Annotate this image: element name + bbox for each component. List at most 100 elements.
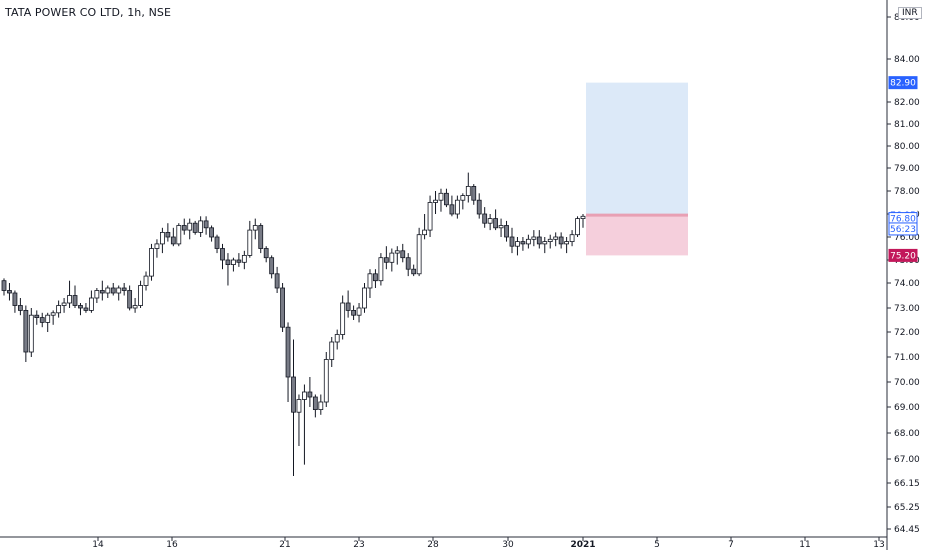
candle-body [356,307,362,316]
candle-body [247,229,253,256]
candle [187,218,193,240]
candle [564,237,570,254]
candle-body [198,220,204,233]
candle [263,246,269,263]
candle-body [520,241,526,245]
candle [531,230,537,247]
candle [515,237,520,256]
candle [449,195,455,217]
y-tick-label: 79.00 [894,164,920,174]
x-tick-label: 30 [502,540,514,550]
candle [198,216,204,237]
candle [405,253,411,277]
candle-body [345,302,351,311]
candle [504,220,509,242]
candle-body [263,248,269,259]
stop-zone[interactable] [586,215,688,256]
price-label-text: 76.80 [890,215,916,225]
candle-body [340,302,346,335]
candle [7,283,12,301]
candle [94,288,100,303]
x-tick-label: 16 [166,540,178,550]
candle [56,300,62,318]
price-label-stop: 75.20 [888,248,918,262]
candle-body [121,287,127,291]
candle [138,280,143,308]
candle-body [438,192,444,201]
candle [170,227,176,247]
candle-body [45,314,51,323]
candle [132,298,138,313]
candle [356,303,362,323]
candle [542,237,548,254]
candle [269,255,275,279]
candle-body [165,231,171,238]
candle [416,227,422,277]
candle [165,223,171,242]
candle [460,193,466,210]
candle [373,269,378,288]
candle-body [444,192,449,206]
candle [50,310,56,325]
candle-body [1,280,7,291]
candle-body [531,236,537,240]
candle-body [280,287,285,328]
candle [220,243,225,270]
candle-body [143,275,149,286]
candle-body [34,314,40,319]
candle-body [422,229,427,236]
candle-body [493,218,499,229]
target-zone[interactable] [586,82,688,216]
candle-body [285,326,291,378]
candle-body [209,227,214,238]
candle [476,193,482,219]
candle [247,220,253,258]
candle [78,303,83,316]
candle-body [405,257,411,270]
long-position-tool[interactable] [586,82,688,256]
candle-body [12,292,18,306]
candle-body [72,295,78,306]
candle-body [482,213,488,224]
candle-body [454,199,460,215]
candle-body [536,236,542,245]
candle [569,230,575,247]
x-tick-label: 13 [873,540,884,550]
candle [312,394,318,418]
candle [498,218,504,237]
candle [154,239,160,258]
candle-body [220,248,225,261]
candle-body [296,399,302,413]
candle [471,184,477,205]
y-tick-label: 67.00 [894,455,920,465]
candle [214,234,220,254]
candle [285,322,291,402]
x-tick-label: 2021 [570,540,595,550]
candle-body [564,241,570,245]
y-tick-label: 72.00 [894,328,920,338]
candle-body [471,185,477,201]
candle [558,232,564,249]
price-label-text: 56:23 [890,225,916,235]
candle-body [460,195,466,201]
candle [525,234,531,249]
candle [438,188,444,212]
candle [400,243,406,263]
candle-body [192,222,198,233]
candle [110,283,116,296]
candle [39,312,45,328]
candle [580,214,586,228]
price-label-box [888,248,918,262]
price-label-box [888,76,918,90]
candle [553,232,559,247]
candle-body [149,248,154,277]
x-tick-label: 7 [728,540,734,550]
currency-badge[interactable]: INR [898,7,922,19]
price-label-box [888,222,918,236]
candle-body [558,236,564,245]
y-tick-label: 74.00 [894,279,920,289]
candle [72,285,78,308]
candle-body [433,199,438,203]
